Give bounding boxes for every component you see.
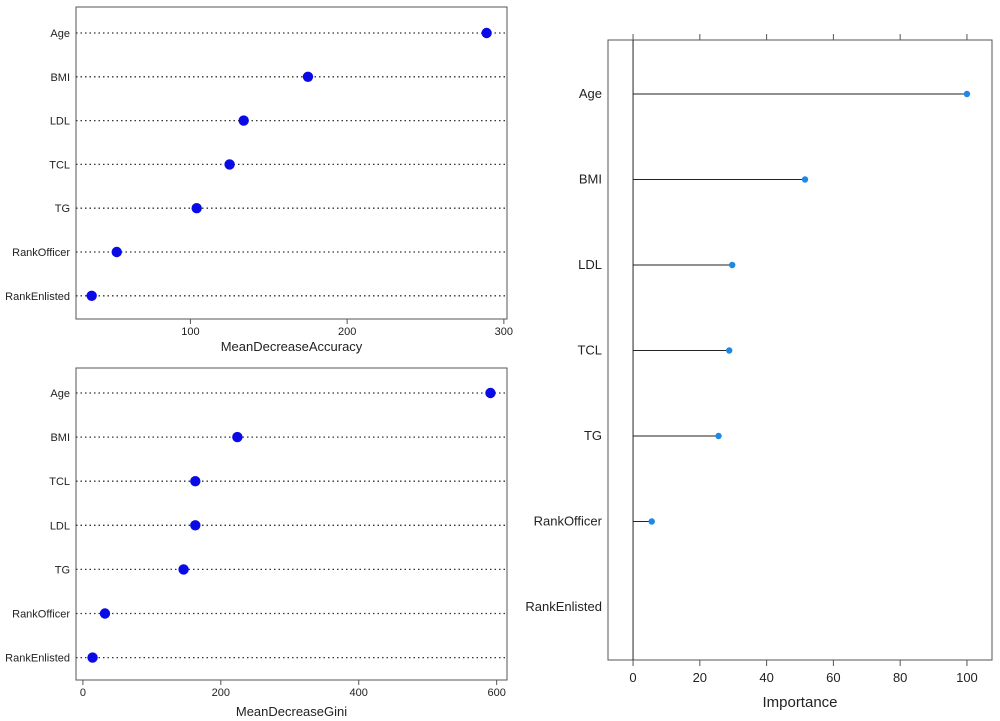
category-label-ldl: LDL — [50, 520, 70, 532]
point-rankenlisted — [87, 652, 98, 663]
x-tick-label: 80 — [893, 670, 907, 685]
plot-frame — [75, 367, 508, 681]
point-rankenlisted — [86, 290, 97, 301]
x-tick-label: 400 — [350, 687, 368, 699]
x-tick-label: 300 — [495, 326, 513, 338]
point-bmi — [801, 176, 809, 183]
category-label-tcl: TCL — [577, 343, 602, 358]
x-tick-label: 20 — [693, 670, 707, 685]
x-tick-label: 600 — [487, 687, 505, 699]
category-label-age: Age — [50, 388, 70, 400]
point-rankofficer — [648, 518, 655, 525]
plot-frame — [607, 39, 993, 661]
category-label-tg: TG — [584, 428, 602, 443]
x-tick-label: 60 — [826, 670, 840, 685]
category-label-rankofficer: RankOfficer — [534, 514, 603, 529]
x-axis-title: Importance — [762, 694, 837, 711]
point-bmi — [232, 431, 243, 443]
point-bmi — [302, 71, 314, 83]
point-tg — [715, 432, 722, 440]
point-rankofficer — [111, 246, 122, 258]
category-label-age: Age — [50, 28, 70, 40]
x-tick-label: 200 — [338, 326, 356, 338]
category-label-rankofficer: RankOfficer — [12, 609, 70, 621]
plot-frame — [75, 6, 508, 320]
chart-mean-decrease-accuracy: 100 200 300 MeanDecreaseAccuracy Age BMI LDL TC… — [5, 6, 513, 354]
category-label-bmi: BMI — [50, 432, 70, 444]
point-age — [485, 387, 496, 399]
category-label-ldl: LDL — [50, 116, 70, 128]
category-label-age: Age — [579, 86, 602, 101]
x-axis-title: MeanDecreaseAccuracy — [221, 339, 363, 354]
point-age — [481, 27, 492, 39]
category-label-bmi: BMI — [579, 172, 602, 187]
x-tick-label: 0 — [629, 670, 636, 685]
point-tg — [178, 564, 189, 575]
x-axis-title: MeanDecreaseGini — [236, 704, 347, 719]
point-tcl — [190, 476, 201, 487]
x-tick-label: 100 — [956, 670, 978, 685]
category-label-ldl: LDL — [578, 257, 602, 272]
category-label-rankenlisted: RankEnlisted — [5, 291, 70, 303]
point-ldl — [238, 115, 249, 126]
point-age — [963, 90, 971, 98]
point-tg — [191, 203, 202, 214]
point-tcl — [726, 347, 733, 354]
category-label-tg: TG — [55, 564, 70, 576]
x-tick-label: 100 — [181, 326, 199, 338]
point-ldl — [190, 520, 201, 531]
chart-mean-decrease-gini: 0 200 400 600 MeanDecreaseGini Age BMI TCL LDL TG… — [5, 367, 508, 719]
category-label-rankofficer: RankOfficer — [12, 247, 70, 259]
x-tick-label: 40 — [759, 670, 773, 685]
x-tick-label: 0 — [80, 687, 86, 699]
point-ldl — [729, 261, 736, 269]
category-label-rankenlisted: RankEnlisted — [525, 599, 602, 614]
x-tick-label: 200 — [212, 687, 230, 699]
point-rankofficer — [99, 608, 111, 619]
category-label-tcl: TCL — [49, 476, 70, 488]
category-label-bmi: BMI — [50, 72, 70, 84]
point-tcl — [224, 159, 235, 170]
category-label-rankenlisted: RankEnlisted — [5, 653, 70, 665]
chart-importance: 0 20 40 60 80 100 Importance Age BMI LDL TCL TG Rank… — [525, 34, 993, 711]
category-label-tg: TG — [55, 203, 70, 215]
category-label-tcl: TCL — [49, 159, 70, 171]
